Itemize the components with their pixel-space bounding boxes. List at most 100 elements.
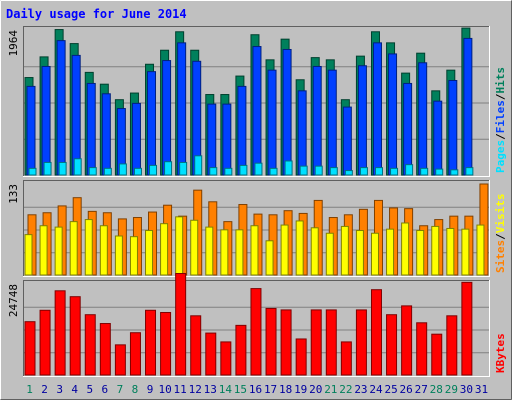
x-tick-label: 8: [132, 383, 139, 396]
sites-bar: [265, 240, 274, 276]
x-tick-label: 23: [354, 383, 367, 396]
x-tick-label: 31: [475, 383, 488, 396]
kbytes-bar: [24, 321, 36, 376]
y-max-label: 1964: [7, 30, 20, 57]
x-tick-label: 1: [26, 383, 33, 396]
files-bar: [312, 65, 322, 176]
kbytes-bar: [386, 314, 398, 376]
pages-bar: [254, 162, 263, 176]
files-bar: [433, 100, 443, 176]
sites-bar: [235, 229, 244, 276]
pages-bar: [284, 160, 293, 176]
kbytes-bar: [39, 309, 51, 376]
kbytes-bar: [370, 289, 382, 376]
pages-bar: [405, 164, 414, 176]
files-bar: [342, 106, 352, 176]
pages-bar: [194, 155, 203, 176]
legend: Sites/Visits: [494, 194, 507, 274]
kbytes-bar: [431, 333, 443, 376]
legend-entry: /: [494, 233, 507, 240]
pages-bar: [390, 167, 399, 176]
pages-bar: [88, 167, 97, 176]
sites-bar: [355, 230, 364, 276]
pages-bar: [118, 163, 127, 176]
pages-bar: [435, 168, 444, 176]
kbytes-bar: [190, 315, 202, 376]
files-bar: [327, 69, 337, 176]
x-tick-label: 24: [369, 383, 383, 396]
x-tick-label: 25: [384, 383, 397, 396]
kbytes-bar: [54, 290, 66, 376]
kbytes-bar: [446, 315, 458, 376]
files-bar: [131, 102, 141, 176]
legend-entry: KBytes: [494, 333, 507, 373]
legend-entry: /: [494, 133, 507, 140]
files-bar: [41, 65, 51, 176]
x-tick-label: 16: [249, 383, 262, 396]
kbytes-bar: [355, 309, 367, 376]
files-bar: [147, 71, 157, 176]
files-bar: [372, 42, 382, 176]
legend: Pages/Files/Hits: [494, 67, 507, 173]
files-bar: [282, 48, 292, 176]
pages-bar: [58, 161, 67, 176]
files-bar: [86, 82, 96, 176]
x-tick-label: 30: [460, 383, 473, 396]
sites-bar: [54, 226, 63, 276]
kbytes-bar: [129, 332, 141, 376]
x-tick-label: 10: [158, 383, 171, 396]
sites-bar: [175, 216, 184, 276]
pages-bar: [269, 167, 278, 176]
files-bar: [357, 65, 367, 176]
x-tick-label: 6: [102, 383, 109, 396]
kbytes-bar: [416, 322, 428, 376]
x-tick-label: 14: [219, 383, 233, 396]
sites-bar: [69, 221, 78, 276]
x-tick-label: 7: [117, 383, 124, 396]
sites-bar: [416, 230, 425, 276]
hits_panel: 1964 Pages/Files/Hits: [7, 26, 507, 177]
kbytes_panel: 24748 KBytes: [7, 273, 507, 377]
pages-bar: [149, 164, 158, 176]
sites-bar: [446, 227, 455, 276]
x-tick-label: 27: [415, 383, 428, 396]
sites-bar: [250, 225, 259, 276]
pages-bar: [179, 161, 188, 176]
sites-bar: [401, 222, 410, 276]
pages-bar: [465, 167, 474, 176]
kbytes-bar: [295, 338, 307, 376]
x-tick-label: 18: [279, 383, 292, 396]
files-bar: [403, 82, 413, 176]
files-bar: [252, 46, 262, 176]
sites-bar: [340, 225, 349, 276]
sites-bar: [205, 226, 214, 276]
sites-bar: [160, 223, 169, 276]
legend-entry: Visits: [494, 194, 507, 234]
sites-bar: [476, 224, 485, 276]
kbytes-bar: [69, 296, 81, 376]
files-bar: [297, 90, 307, 176]
files-bar: [237, 85, 247, 176]
files-bar: [26, 85, 36, 176]
x-axis-labels: 1 2 3 4 5 6 7 8 9 10 11 12 13 14 15 16 17 18 19 20 21 22 23 24 2…: [26, 383, 488, 396]
x-tick-label: 2: [41, 383, 48, 396]
pages-bar: [374, 167, 383, 176]
pages-bar: [344, 170, 353, 176]
x-tick-label: 9: [147, 383, 154, 396]
kbytes-bar: [145, 309, 157, 376]
x-tick-label: 4: [71, 383, 78, 396]
kbytes-bar: [220, 341, 232, 376]
pages-bar: [73, 158, 82, 176]
pages-bar: [43, 161, 52, 176]
pages-bar: [133, 167, 142, 176]
chart-title: Daily usage for June 2014: [6, 7, 187, 21]
x-tick-label: 17: [264, 383, 277, 396]
files-bar: [222, 103, 232, 176]
x-tick-label: 12: [189, 383, 202, 396]
files-bar: [177, 42, 187, 176]
files-bar: [56, 40, 66, 176]
pages-bar: [450, 169, 459, 176]
kbytes-bar: [99, 323, 111, 376]
kbytes-bar: [461, 281, 473, 376]
kbytes-bar: [325, 309, 337, 376]
